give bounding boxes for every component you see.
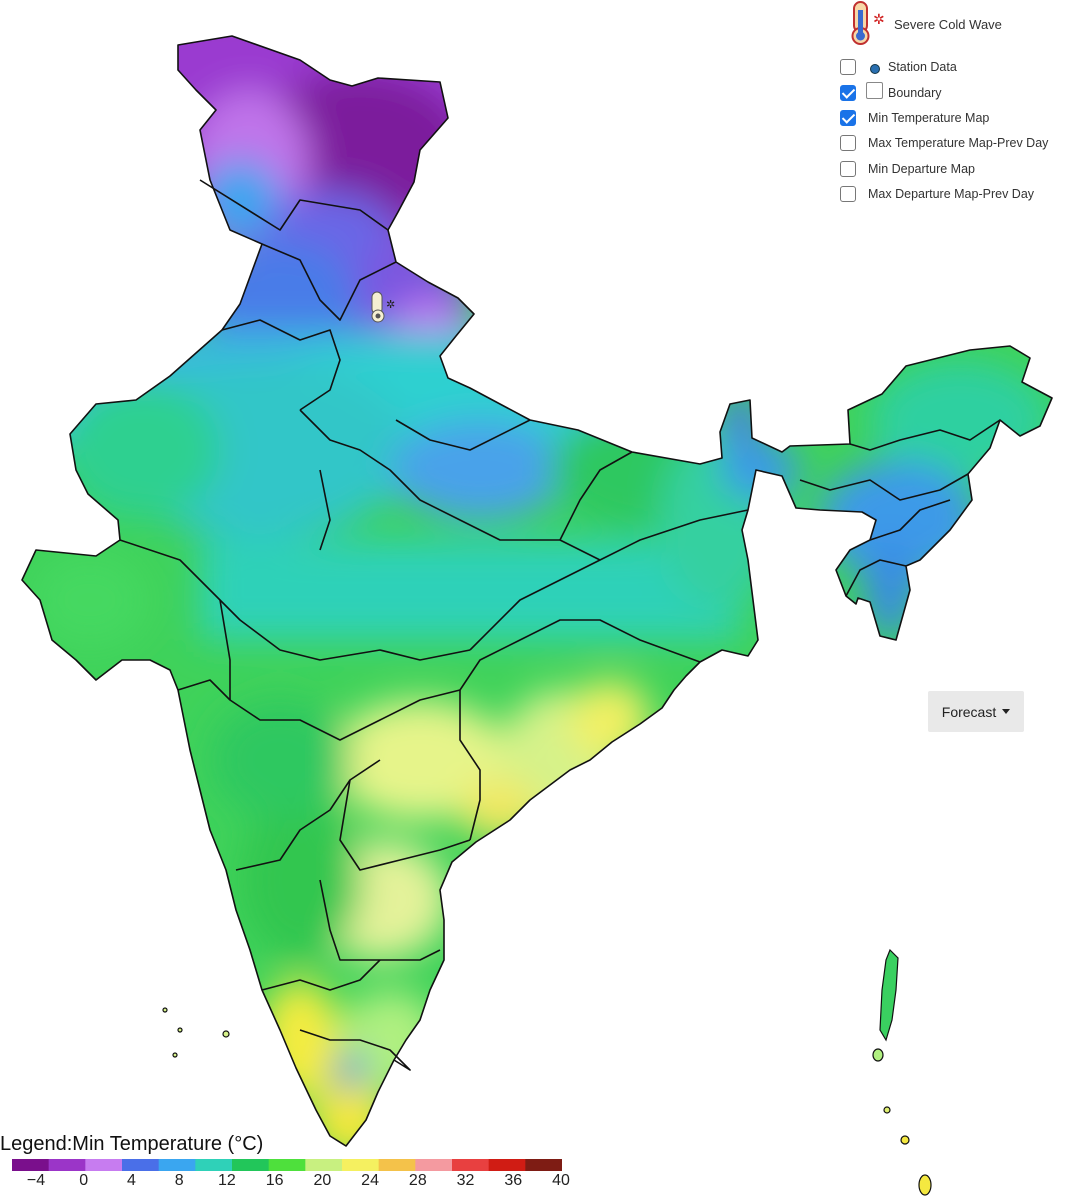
- island-groups: [162, 948, 932, 1196]
- legend-swatch: [48, 1159, 86, 1171]
- boundary-label: Boundary: [888, 86, 942, 100]
- legend-swatch: [452, 1159, 490, 1171]
- station-marker-icon: [870, 64, 880, 74]
- legend-swatch: [268, 1159, 306, 1171]
- forecast-dropdown-button[interactable]: Forecast: [928, 691, 1024, 732]
- legend-tick-label: 24: [361, 1172, 379, 1189]
- legend-color-bar: [12, 1159, 562, 1171]
- legend-swatch: [525, 1159, 562, 1171]
- legend-swatch: [122, 1159, 160, 1171]
- legend-swatch: [12, 1159, 50, 1171]
- min-temperature-map-label: Min Temperature Map: [868, 111, 990, 125]
- boundary-checkbox[interactable]: [840, 85, 856, 101]
- legend-swatch: [232, 1159, 270, 1171]
- boundary-swatch-icon: [866, 82, 883, 99]
- min-departure-map-label: Min Departure Map: [868, 162, 975, 176]
- legend-tick-label: 32: [456, 1172, 475, 1189]
- svg-text:✲: ✲: [386, 298, 395, 311]
- legend-swatch: [195, 1159, 233, 1171]
- thermometer-snowflake-icon: ✲: [851, 1, 885, 45]
- legend-tick-label: 36: [504, 1172, 523, 1189]
- legend-tick-label: 12: [218, 1172, 236, 1189]
- severe-cold-wave-legend: ✲ Severe Cold Wave: [842, 0, 1074, 52]
- legend-tick-label: 40: [552, 1172, 570, 1189]
- legend-swatch: [342, 1159, 380, 1171]
- max-temperature-map-prev-day-checkbox[interactable]: [840, 135, 856, 151]
- legend-tick-label: 4: [127, 1172, 136, 1189]
- severe-cold-wave-label: Severe Cold Wave: [894, 17, 1002, 32]
- legend-swatch: [305, 1159, 343, 1171]
- cold-wave-marker[interactable]: ✲: [371, 291, 395, 323]
- caret-down-icon: [1002, 709, 1011, 714]
- legend-tick-label: 8: [174, 1172, 184, 1189]
- max-departure-map-prev-day-label: Max Departure Map-Prev Day: [868, 187, 1035, 201]
- station-data-checkbox[interactable]: [840, 59, 856, 75]
- legend-tick-label: 16: [265, 1172, 284, 1189]
- min-departure-map-checkbox[interactable]: [840, 161, 856, 177]
- max-departure-map-prev-day-checkbox[interactable]: [840, 186, 856, 202]
- min-temperature-map-checkbox[interactable]: [840, 110, 856, 126]
- legend-swatch: [415, 1159, 453, 1171]
- station-data-label: Station Data: [888, 60, 957, 74]
- max-temperature-map-prev-day-label: Max Temperature Map-Prev Day: [868, 136, 1049, 150]
- boundary-layer: [21, 35, 1053, 1147]
- legend-swatch: [85, 1159, 123, 1171]
- legend-title: Legend:Min Temperature (°C): [0, 1133, 264, 1155]
- legend-swatch: [488, 1159, 526, 1171]
- legend-swatch: [158, 1159, 196, 1171]
- legend-tick-label: 28: [408, 1172, 427, 1189]
- forecast-label: Forecast: [941, 703, 997, 720]
- legend-tick-label: −4: [26, 1172, 46, 1189]
- legend-tick-label: 20: [313, 1172, 332, 1189]
- legend-tick-label: 0: [79, 1172, 89, 1189]
- svg-text:✲: ✲: [873, 12, 885, 28]
- legend-swatch: [378, 1159, 416, 1171]
